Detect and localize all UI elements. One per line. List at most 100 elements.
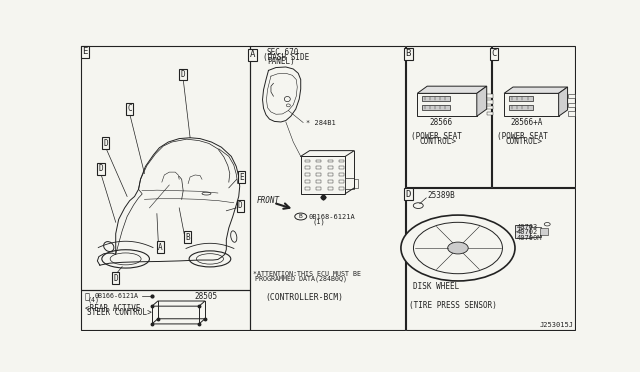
Circle shape bbox=[401, 215, 515, 281]
Polygon shape bbox=[559, 87, 568, 116]
Bar bbox=[328, 173, 333, 176]
Text: Ⓢ: Ⓢ bbox=[84, 292, 90, 301]
Bar bbox=[422, 105, 449, 110]
Text: 28505: 28505 bbox=[194, 292, 217, 301]
Bar bbox=[305, 187, 310, 190]
Text: A: A bbox=[158, 243, 163, 251]
Bar bbox=[406, 46, 491, 187]
Text: C: C bbox=[127, 104, 132, 113]
Bar bbox=[316, 166, 321, 169]
Text: PROGRAMMED DATA(284B0Q): PROGRAMMED DATA(284B0Q) bbox=[255, 275, 347, 282]
Bar bbox=[355, 179, 358, 188]
Bar bbox=[492, 46, 575, 187]
Text: B: B bbox=[406, 49, 411, 58]
Text: D: D bbox=[113, 273, 118, 283]
Bar bbox=[328, 166, 333, 169]
Text: STEER CONTROL>: STEER CONTROL> bbox=[87, 308, 152, 317]
Text: D: D bbox=[104, 139, 108, 148]
Bar bbox=[406, 189, 575, 330]
Bar bbox=[328, 187, 333, 190]
Ellipse shape bbox=[202, 192, 211, 195]
Bar bbox=[305, 166, 310, 169]
Bar bbox=[250, 46, 405, 330]
Text: D: D bbox=[238, 201, 243, 211]
Polygon shape bbox=[477, 86, 487, 116]
Text: SEC.670: SEC.670 bbox=[266, 48, 299, 57]
Text: (CONTROLLER-BCM): (CONTROLLER-BCM) bbox=[265, 293, 343, 302]
Text: C: C bbox=[492, 49, 497, 58]
Text: (1): (1) bbox=[312, 218, 325, 225]
Text: PANEL): PANEL) bbox=[268, 57, 295, 66]
Circle shape bbox=[413, 203, 423, 208]
Bar bbox=[339, 180, 344, 183]
Bar bbox=[305, 173, 310, 176]
Ellipse shape bbox=[110, 253, 141, 265]
Ellipse shape bbox=[102, 250, 150, 268]
Bar bbox=[305, 180, 310, 183]
Text: E: E bbox=[239, 173, 243, 182]
Bar bbox=[487, 94, 493, 98]
Bar bbox=[339, 187, 344, 190]
Text: (DASH SIDE: (DASH SIDE bbox=[263, 53, 309, 62]
Text: J253015J: J253015J bbox=[540, 322, 574, 328]
Bar bbox=[339, 160, 344, 162]
Bar bbox=[328, 180, 333, 183]
Text: 25389B: 25389B bbox=[428, 191, 455, 201]
Ellipse shape bbox=[284, 96, 291, 102]
Bar bbox=[81, 46, 250, 289]
Text: (POWER SEAT: (POWER SEAT bbox=[497, 132, 548, 141]
Text: B: B bbox=[299, 214, 303, 219]
Bar bbox=[316, 187, 321, 190]
Bar bbox=[515, 225, 531, 238]
Text: * 284B1: * 284B1 bbox=[306, 119, 335, 126]
Text: B: B bbox=[186, 232, 190, 242]
Bar bbox=[568, 103, 575, 107]
Text: 40703: 40703 bbox=[516, 224, 538, 230]
Circle shape bbox=[544, 222, 550, 226]
Bar bbox=[305, 160, 310, 162]
Bar bbox=[316, 160, 321, 162]
Bar bbox=[509, 105, 533, 110]
Bar bbox=[422, 96, 449, 101]
Bar bbox=[487, 112, 493, 115]
Text: *ATTENTION:THIS ECU MUST BE: *ATTENTION:THIS ECU MUST BE bbox=[253, 271, 360, 277]
Text: D: D bbox=[99, 164, 103, 173]
Text: (TIRE PRESS SENSOR): (TIRE PRESS SENSOR) bbox=[409, 301, 497, 310]
Circle shape bbox=[448, 242, 468, 254]
Bar bbox=[417, 93, 477, 116]
Text: D: D bbox=[181, 70, 186, 79]
Bar bbox=[339, 166, 344, 169]
Bar bbox=[346, 178, 355, 189]
Ellipse shape bbox=[286, 104, 291, 107]
Bar bbox=[81, 291, 250, 330]
Text: 28566: 28566 bbox=[429, 118, 452, 127]
Text: A: A bbox=[250, 50, 255, 59]
Text: CONTROL>: CONTROL> bbox=[506, 137, 543, 146]
Text: 28566+A: 28566+A bbox=[510, 118, 543, 127]
Ellipse shape bbox=[196, 254, 223, 264]
Text: (POWER SEAT: (POWER SEAT bbox=[411, 132, 461, 141]
Polygon shape bbox=[417, 86, 487, 93]
Text: CONTROL>: CONTROL> bbox=[420, 137, 456, 146]
Text: 40702: 40702 bbox=[516, 229, 538, 235]
Circle shape bbox=[413, 222, 502, 274]
Text: <REAR ACTIVE: <REAR ACTIVE bbox=[85, 304, 140, 312]
Bar bbox=[328, 160, 333, 162]
Text: D: D bbox=[406, 190, 411, 199]
Text: DISK WHEEL: DISK WHEEL bbox=[413, 282, 460, 291]
Bar bbox=[316, 180, 321, 183]
Bar bbox=[509, 96, 533, 101]
Text: 0B166-6121A: 0B166-6121A bbox=[95, 294, 139, 299]
Bar bbox=[504, 93, 559, 116]
Text: (4): (4) bbox=[88, 296, 100, 303]
Bar bbox=[301, 156, 346, 193]
Bar bbox=[531, 227, 541, 237]
Bar bbox=[339, 173, 344, 176]
Bar bbox=[568, 111, 575, 116]
Circle shape bbox=[295, 213, 307, 220]
Polygon shape bbox=[504, 87, 568, 93]
Ellipse shape bbox=[189, 251, 231, 267]
Bar bbox=[487, 106, 493, 109]
Text: 0B168-6121A: 0B168-6121A bbox=[308, 214, 355, 219]
Bar bbox=[568, 94, 575, 99]
